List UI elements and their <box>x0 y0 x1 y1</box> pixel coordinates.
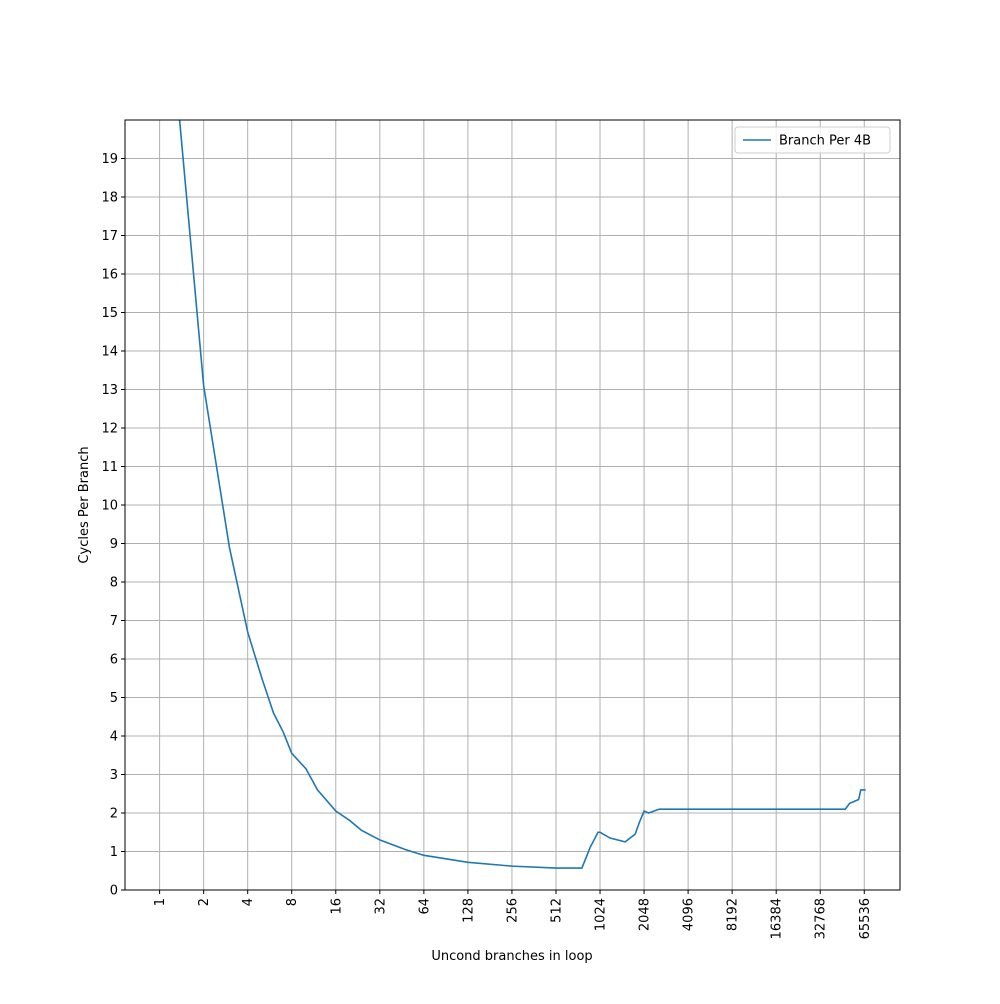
x-tick-label: 16 <box>329 898 344 915</box>
x-tick-label: 2 <box>197 898 212 906</box>
x-tick-label: 256 <box>505 898 520 923</box>
y-tick-label: 19 <box>101 152 118 167</box>
x-tick-label: 65536 <box>858 898 873 939</box>
legend-label: Branch Per 4B <box>779 134 871 149</box>
x-tick-label: 8 <box>285 898 300 906</box>
x-tick-label: 2048 <box>638 898 653 931</box>
x-tick-label: 16384 <box>770 898 785 939</box>
y-tick-label: 14 <box>101 345 118 360</box>
y-tick-label: 2 <box>110 807 118 822</box>
data-line <box>178 120 866 869</box>
x-tick-label: 64 <box>417 898 432 915</box>
y-tick-label: 18 <box>101 191 118 206</box>
y-tick-label: 7 <box>110 614 118 629</box>
y-tick-label: 4 <box>110 730 118 745</box>
y-tick-label: 8 <box>110 576 118 591</box>
x-tick-label: 128 <box>461 898 476 923</box>
y-tick-label: 11 <box>101 460 118 475</box>
y-tick-label: 3 <box>110 768 118 783</box>
x-tick-label: 4 <box>241 898 256 906</box>
x-tick-label: 1024 <box>594 898 609 931</box>
plot-area <box>178 120 866 869</box>
y-tick-label: 0 <box>110 884 118 899</box>
x-tick-label: 512 <box>549 898 564 923</box>
x-tick-label: 32768 <box>814 898 829 939</box>
x-tick-label: 1 <box>153 898 168 906</box>
y-tick-label: 1 <box>110 845 118 860</box>
x-tick-label: 4096 <box>682 898 697 931</box>
legend: Branch Per 4B <box>734 126 891 154</box>
y-tick-label: 17 <box>101 229 118 244</box>
y-tick-label: 5 <box>110 691 118 706</box>
y-tick-label: 12 <box>101 422 118 437</box>
y-tick-label: 10 <box>101 499 118 514</box>
y-tick-label: 6 <box>110 653 118 668</box>
y-tick-label: 9 <box>110 537 118 552</box>
legend-box <box>734 126 891 154</box>
grid <box>125 120 900 891</box>
y-axis-label: Cycles Per Branch <box>77 446 92 563</box>
y-tick-label: 16 <box>101 268 118 283</box>
y-tick-label: 15 <box>101 306 118 321</box>
x-axis-label: Uncond branches in loop <box>431 949 592 964</box>
y-tick-label: 13 <box>101 383 118 398</box>
x-tick-label: 32 <box>373 898 388 915</box>
x-tick-label: 8192 <box>726 898 741 931</box>
